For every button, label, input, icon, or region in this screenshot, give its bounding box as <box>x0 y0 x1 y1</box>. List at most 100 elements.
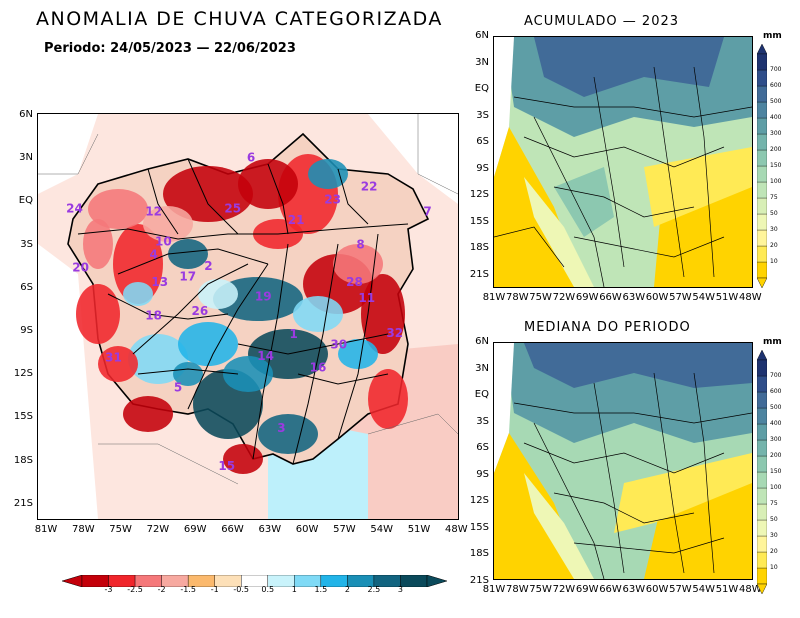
bottom-lat-label: 12S <box>469 495 489 506</box>
bottom-mm-label: 100 <box>770 484 782 491</box>
main-lat-label: 6S <box>20 281 33 293</box>
anomaly-legend-label: 2 <box>344 585 350 594</box>
basin-number-label: 23 <box>324 193 341 207</box>
anomaly-legend-label: -3 <box>104 585 113 594</box>
bottom-lon-label: 54W <box>692 584 715 595</box>
top-lon-label: 63W <box>622 292 646 303</box>
basin-number-label: 2 <box>204 259 212 273</box>
top-mm-label: 150 <box>770 162 782 169</box>
bottom-lat-label: EQ <box>474 389 489 400</box>
main-lat-label: 21S <box>13 497 33 509</box>
main-lon-label: 81W <box>34 524 58 535</box>
basin-number-label: 14 <box>257 349 274 363</box>
median-title: MEDIANA DO PERIODO <box>524 320 691 335</box>
anomaly-legend-label: -1 <box>210 585 219 594</box>
top-lat-label: 6S <box>476 136 489 147</box>
bottom-mm-label: 50 <box>770 516 778 523</box>
bottom-mm-label: 500 <box>770 404 782 411</box>
basin-number-label: 16 <box>310 360 327 374</box>
basin-number-label: 24 <box>66 201 83 215</box>
bottom-mm-label: 700 <box>770 372 782 379</box>
bottom-mm-label: 20 <box>770 548 778 555</box>
bottom-mm-label: 200 <box>770 452 782 459</box>
bottom-lon-label: 48W <box>738 584 762 595</box>
mm-colorbar-top <box>756 43 768 289</box>
anomaly-colorbar <box>61 572 448 588</box>
basin-number-label: 5 <box>174 381 182 395</box>
bottom-lon-label: 66W <box>599 584 622 595</box>
median-map <box>493 342 753 580</box>
top-lat-label: EQ <box>474 83 489 94</box>
top-lat-label: 6N <box>475 30 489 41</box>
top-lon-label: 48W <box>738 292 762 303</box>
basin-number-label: 22 <box>361 180 378 194</box>
main-lon-label: 57W <box>333 524 356 535</box>
top-lat-label: 3N <box>475 56 489 68</box>
main-lon-label: 60W <box>295 524 319 535</box>
period-label: Periodo: 24/05/2023 — 22/06/2023 <box>44 41 296 56</box>
anomaly-legend-label: 3 <box>397 585 403 594</box>
bottom-mm-label: 30 <box>770 532 778 539</box>
top-mm-label: 75 <box>770 194 778 201</box>
top-lon-label: 81W <box>482 292 506 303</box>
bottom-lon-label: 75W <box>529 584 552 595</box>
basin-number-label: 12 <box>145 204 162 218</box>
top-lat-label: 3S <box>476 109 489 121</box>
top-lat-label: 18S <box>469 242 489 253</box>
top-lon-label: 72W <box>552 292 576 303</box>
anomaly-legend-label: -2.5 <box>127 585 143 594</box>
top-mm-label: 50 <box>770 210 778 217</box>
bottom-lon-label: 51W <box>715 584 739 595</box>
main-lat-label: 6N <box>19 109 33 120</box>
top-mm-label: 10 <box>770 258 778 265</box>
main-lat-label: EQ <box>18 195 33 207</box>
main-lon-label: 78W <box>71 524 95 535</box>
units-label-bottom: mm <box>763 337 782 347</box>
top-lon-label: 51W <box>715 292 739 303</box>
main-lon-label: 51W <box>407 524 431 535</box>
anomaly-legend-label: -0.5 <box>233 585 250 594</box>
bottom-lat-label: 15S <box>469 521 489 533</box>
anomaly-legend-label: -2 <box>157 585 166 594</box>
bottom-lat-label: 18S <box>469 548 489 559</box>
bottom-mm-label: 300 <box>770 436 782 443</box>
anomaly-legend-label: 1 <box>291 585 297 594</box>
bottom-mm-label: 75 <box>770 500 778 507</box>
main-lat-label: 15S <box>13 411 33 423</box>
basin-number-label: 20 <box>72 261 89 275</box>
basin-number-label: 19 <box>255 290 272 304</box>
anomaly-legend-label: 0.5 <box>261 585 275 594</box>
top-lon-label: 69W <box>575 292 599 303</box>
bottom-lon-label: 60W <box>645 584 669 595</box>
accumulated-map <box>493 36 753 288</box>
main-lat-label: 12S <box>13 368 33 380</box>
basin-number-label: 18 <box>145 308 162 322</box>
bottom-lat-label: 3N <box>475 362 489 374</box>
top-lon-label: 78W <box>505 292 529 303</box>
bottom-lat-label: 9S <box>476 468 489 480</box>
top-lon-label: 66W <box>599 292 622 303</box>
bottom-lat-label: 21S <box>469 574 489 586</box>
main-lon-label: 63W <box>258 524 282 535</box>
top-lon-label: 75W <box>529 292 552 303</box>
basin-number-label: 17 <box>179 269 196 283</box>
basin-number-label: 31 <box>105 350 122 364</box>
main-lon-label: 66W <box>221 524 244 535</box>
bottom-mm-label: 400 <box>770 420 782 427</box>
units-label-top: mm <box>763 31 782 41</box>
top-mm-label: 500 <box>770 98 782 105</box>
bottom-mm-label: 600 <box>770 388 782 395</box>
main-lat-label: 18S <box>13 454 33 466</box>
main-lon-label: 69W <box>183 524 207 535</box>
anomaly-map: 6 22 24 12 25 23 7 21 10 8 4 20 17 2 13 28 19 11 18 26 1 32 30… <box>37 113 459 520</box>
bottom-lat-label: 6N <box>475 336 489 347</box>
main-lat-label: 9S <box>20 325 33 336</box>
main-lon-label: 48W <box>444 524 468 535</box>
mm-colorbar-bottom <box>756 349 768 595</box>
bottom-lon-label: 57W <box>669 584 692 595</box>
basin-number-label: 30 <box>330 337 347 351</box>
accumulated-title: ACUMULADO — 2023 <box>524 14 680 29</box>
top-lat-label: 15S <box>469 215 489 227</box>
anomaly-legend-label: 2.5 <box>367 585 381 594</box>
basin-number-label: 4 <box>149 248 157 262</box>
